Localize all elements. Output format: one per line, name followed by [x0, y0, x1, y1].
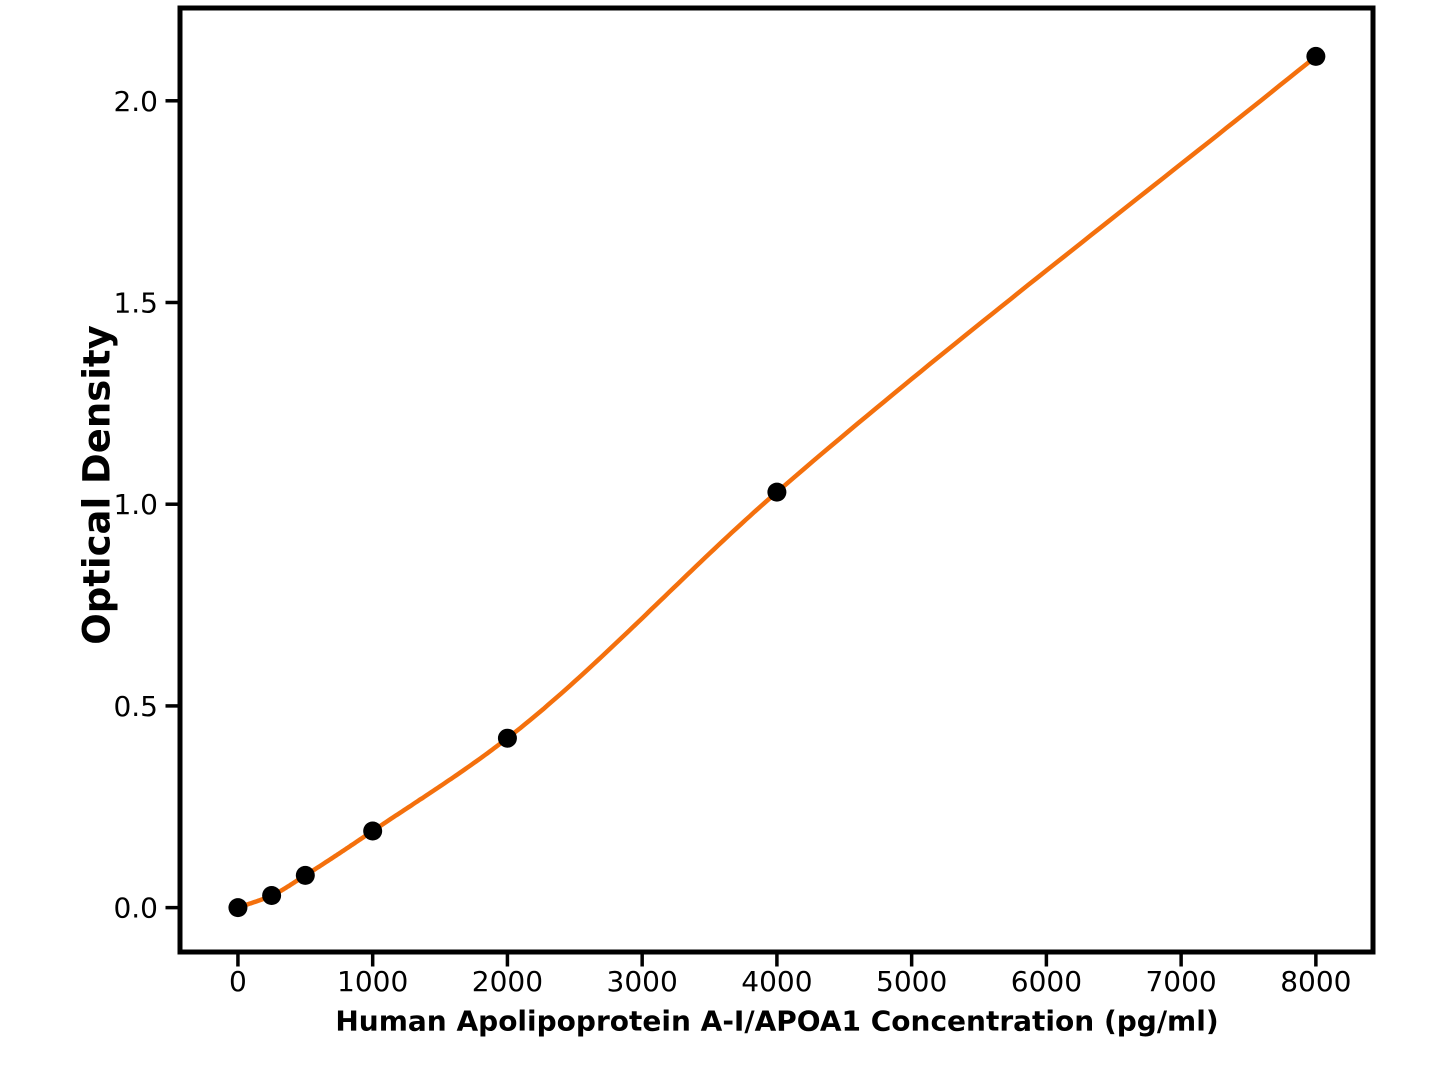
x-tick-label: 4000: [741, 965, 812, 998]
x-axis-title: Human Apolipoprotein A-I/APOA1 Concentra…: [335, 1004, 1219, 1038]
fit-curve: [235, 54, 1319, 910]
data-point: [262, 886, 282, 906]
data-point: [363, 821, 383, 841]
x-tick-label: 1000: [337, 965, 408, 998]
x-tick-label: 2000: [472, 965, 543, 998]
data-point: [497, 728, 517, 748]
x-tick-label: 7000: [1145, 965, 1216, 998]
x-tick-label: 6000: [1011, 965, 1082, 998]
x-tick-label: 8000: [1280, 965, 1351, 998]
y-tick-label: 1.5: [113, 286, 158, 319]
data-point: [228, 898, 248, 918]
x-tick-label: 3000: [607, 965, 678, 998]
y-tick-label: 1.0: [113, 488, 158, 521]
plot-border: [177, 5, 1376, 955]
data-point: [1306, 46, 1326, 66]
y-tick-label: 0.5: [113, 690, 158, 723]
y-tick-label: 2.0: [113, 85, 158, 118]
y-tick-label: 0.0: [113, 892, 158, 925]
data-point: [767, 482, 787, 502]
y-axis-title: Optical Density: [75, 325, 119, 645]
x-tick-label: 5000: [876, 965, 947, 998]
data-point: [295, 865, 315, 885]
x-tick-label: 0: [229, 965, 247, 998]
